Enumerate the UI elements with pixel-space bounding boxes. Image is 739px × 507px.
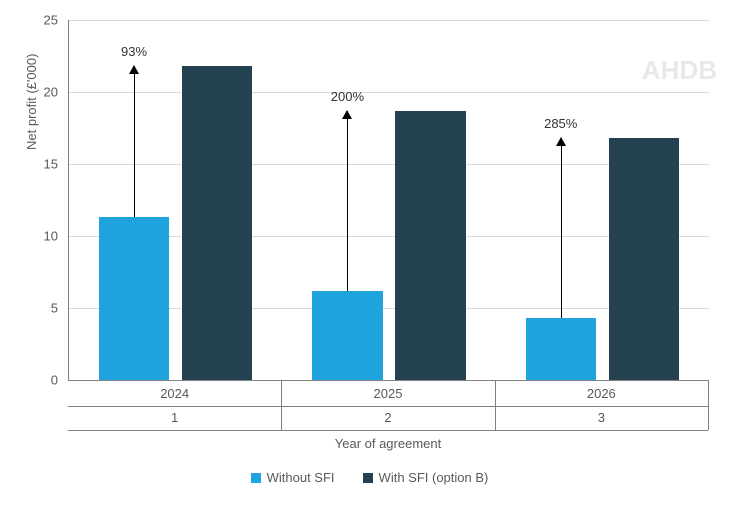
- bar: [609, 138, 679, 380]
- x-label-divider: [68, 430, 708, 431]
- y-tick-label: 20: [28, 85, 58, 100]
- grid-line: [69, 20, 709, 21]
- legend: Without SFI With SFI (option B): [0, 470, 739, 485]
- y-tick-label: 25: [28, 13, 58, 28]
- x-category-separator: [281, 380, 282, 430]
- legend-swatch: [251, 473, 261, 483]
- bar: [312, 291, 382, 380]
- x-category-separator: [708, 380, 709, 430]
- annotation-arrow: [347, 111, 348, 291]
- bar: [395, 111, 465, 380]
- bar: [182, 66, 252, 380]
- legend-label: Without SFI: [267, 470, 335, 485]
- annotation-arrow: [134, 66, 135, 217]
- annotation-label: 93%: [121, 44, 147, 59]
- plot-area: 93% 200% 285%: [68, 20, 709, 381]
- bar: [526, 318, 596, 380]
- legend-label: With SFI (option B): [379, 470, 489, 485]
- x-tick-year: 2026: [587, 386, 616, 401]
- annotation-label: 200%: [331, 89, 364, 104]
- legend-swatch: [363, 473, 373, 483]
- y-axis-title: Net profit (£'000): [24, 54, 39, 150]
- annotation-arrow: [561, 138, 562, 318]
- x-tick-index: 3: [598, 410, 605, 425]
- x-tick-index: 2: [384, 410, 391, 425]
- arrow-up-icon: [342, 110, 352, 119]
- x-axis-title: Year of agreement: [68, 436, 708, 451]
- x-tick-year: 2024: [160, 386, 189, 401]
- y-tick-label: 15: [28, 157, 58, 172]
- arrow-up-icon: [129, 65, 139, 74]
- y-tick-label: 0: [28, 373, 58, 388]
- legend-item: Without SFI: [251, 470, 335, 485]
- annotation-label: 285%: [544, 116, 577, 131]
- chart-container: 93%200%285% AHDB Net profit (£'000) 2024…: [0, 0, 739, 507]
- x-tick-index: 1: [171, 410, 178, 425]
- bar: [99, 217, 169, 380]
- y-tick-label: 10: [28, 229, 58, 244]
- grid-line: [69, 92, 709, 93]
- x-label-divider: [68, 406, 708, 407]
- x-tick-year: 2025: [374, 386, 403, 401]
- arrow-up-icon: [556, 137, 566, 146]
- y-tick-label: 5: [28, 301, 58, 316]
- legend-item: With SFI (option B): [363, 470, 489, 485]
- x-category-separator: [495, 380, 496, 430]
